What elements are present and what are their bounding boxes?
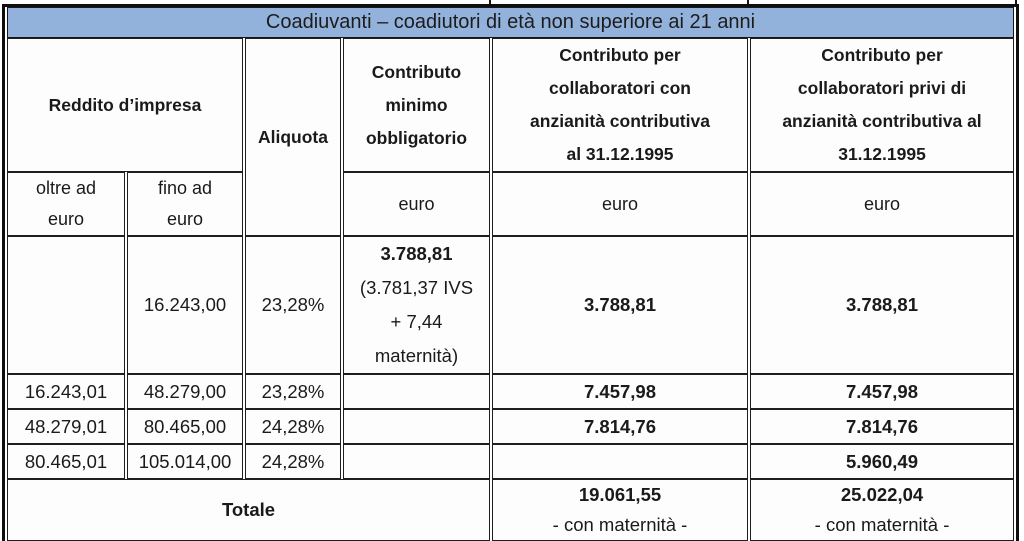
grid-tick — [489, 0, 491, 4]
cropped-row-remnant — [2, 0, 1018, 4]
total-contributo-privi: 25.022,04 - con maternità - — [750, 479, 1015, 541]
cell-contributo-con — [492, 444, 748, 479]
total-con-note: - con maternità - — [552, 514, 688, 535]
header-contributo-minimo: Contributo minimo obbligatorio — [343, 38, 490, 172]
cell-aliquota: 24,28% — [245, 409, 341, 444]
cell-contributo-con: 3.788,81 — [492, 236, 748, 374]
grid-tick — [1015, 0, 1017, 4]
table-title-row: Coadiuvanti – coadiutori di età non supe… — [7, 7, 1015, 38]
subheader-oltre-ad-euro: oltre ad euro — [7, 172, 125, 236]
cell-contributo-con: 7.814,76 — [492, 409, 748, 444]
cell-fino: 105.014,00 — [127, 444, 243, 479]
cell-oltre: 48.279,01 — [7, 409, 125, 444]
cell-aliquota: 23,28% — [245, 236, 341, 374]
cell-contributo-con: 7.457,98 — [492, 374, 748, 409]
contributo-minimo-note: (3.781,37 IVS + 7,44 maternità) — [359, 277, 474, 366]
total-privi-note: - con maternità - — [814, 514, 950, 535]
header-reddito-impresa: Reddito d’impresa — [7, 38, 243, 172]
header-aliquota: Aliquota — [245, 38, 341, 236]
cell-fino: 16.243,00 — [127, 236, 243, 374]
table-row: 48.279,01 80.465,00 24,28% 7.814,76 7.81… — [7, 409, 1015, 444]
header-contributo-privi-anzianita: Contributo per collaboratori privi di an… — [750, 38, 1015, 172]
cell-contributo-minimo: 3.788,81 (3.781,37 IVS + 7,44 maternità) — [343, 236, 490, 374]
subheader-euro-con: euro — [492, 172, 748, 236]
cell-contributo-minimo — [343, 374, 490, 409]
cell-aliquota: 23,28% — [245, 374, 341, 409]
header-contributo-con-anzianita: Contributo per collaboratori con anziani… — [492, 38, 748, 172]
total-row: Totale 19.061,55 - con maternità - 25.02… — [7, 479, 1015, 541]
table-title: Coadiuvanti – coadiutori di età non supe… — [7, 7, 1015, 38]
table-row: 80.465,01 105.014,00 24,28% 5.960,49 — [7, 444, 1015, 479]
cell-contributo-privi: 3.788,81 — [750, 236, 1015, 374]
cell-contributo-privi: 7.457,98 — [750, 374, 1015, 409]
total-label: Totale — [7, 479, 490, 541]
subheader-fino-ad-euro: fino ad euro — [127, 172, 243, 236]
cell-contributo-minimo — [343, 444, 490, 479]
subheader-row: oltre ad euro fino ad euro euro euro eur… — [7, 172, 1015, 236]
contribution-table: Coadiuvanti – coadiutori di età non supe… — [2, 4, 1020, 541]
cell-oltre: 16.243,01 — [7, 374, 125, 409]
total-con-value: 19.061,55 — [578, 484, 662, 505]
total-contributo-con: 19.061,55 - con maternità - — [492, 479, 748, 541]
cell-oltre — [7, 236, 125, 374]
table-row: 16.243,00 23,28% 3.788,81 (3.781,37 IVS … — [7, 236, 1015, 374]
cell-contributo-privi: 7.814,76 — [750, 409, 1015, 444]
cell-fino: 80.465,00 — [127, 409, 243, 444]
cell-fino: 48.279,00 — [127, 374, 243, 409]
cell-aliquota: 24,28% — [245, 444, 341, 479]
grid-tick — [747, 0, 749, 4]
cell-contributo-privi: 5.960,49 — [750, 444, 1015, 479]
contributo-minimo-value: 3.788,81 — [380, 243, 453, 264]
cell-contributo-minimo — [343, 409, 490, 444]
cell-oltre: 80.465,01 — [7, 444, 125, 479]
subheader-euro-privi: euro — [750, 172, 1015, 236]
header-row: Reddito d’impresa Aliquota Contributo mi… — [7, 38, 1015, 236]
subheader-euro-minimo: euro — [343, 172, 490, 236]
table-row: 16.243,01 48.279,00 23,28% 7.457,98 7.45… — [7, 374, 1015, 409]
total-privi-value: 25.022,04 — [840, 484, 924, 505]
